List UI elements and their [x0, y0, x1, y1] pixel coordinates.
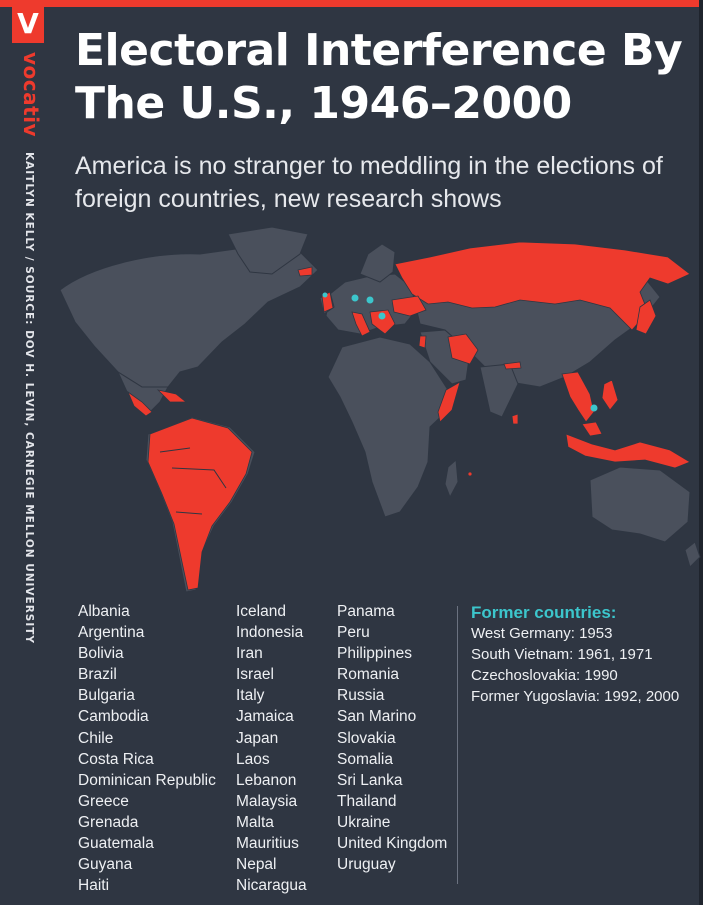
list-item: Indonesia	[236, 624, 304, 642]
list-item: Chile	[78, 729, 114, 747]
list-item: Greece	[78, 792, 129, 810]
list-item: Thailand	[337, 792, 397, 810]
list-item: Laos	[236, 750, 270, 768]
list-item: West Germany: 1953	[471, 625, 613, 643]
list-item: Argentina	[78, 624, 145, 642]
list-item: Brazil	[78, 666, 117, 684]
list-item: United Kingdom	[337, 835, 448, 853]
list-item: Lebanon	[236, 771, 297, 789]
list-item: Dominican Republic	[78, 771, 216, 789]
former-marker-left	[322, 292, 328, 298]
central-america-highlight	[127, 390, 153, 417]
australia-landmass	[589, 466, 691, 543]
indonesia-highlight	[565, 433, 691, 469]
balkans-highlight	[369, 309, 396, 335]
philippines-highlight	[601, 379, 619, 411]
country-list-column-1: Albania Argentina Bolivia Brazil Bulgaria Cam…	[78, 601, 216, 896]
list-item: Slovakia	[337, 729, 396, 747]
list-item: Iceland	[236, 603, 286, 620]
europe-landmass	[325, 273, 419, 335]
list-item: Jamaica	[236, 708, 294, 726]
list-item: South Vietnam: 1961, 1971	[471, 646, 653, 664]
levant-highlight	[418, 335, 427, 349]
former-south-vietnam-marker	[590, 404, 598, 412]
list-item: Haiti	[78, 877, 110, 895]
malaysia-highlight	[581, 421, 603, 437]
mauritius-highlight	[467, 471, 473, 477]
greenland-landmass	[227, 226, 309, 275]
iran-highlight	[447, 333, 479, 365]
list-item: Romania	[337, 666, 400, 684]
list-item: San Marino	[337, 708, 417, 726]
list-item: Peru	[337, 624, 370, 642]
list-item: Czechoslovakia: 1990	[471, 667, 618, 685]
list-item: Japan	[236, 729, 279, 747]
former-countries-panel: Former countries: West Germany: 1953 Sout…	[471, 602, 679, 707]
iceland-highlight	[297, 266, 313, 277]
list-item: Mauritius	[236, 835, 299, 853]
list-item: Bolivia	[78, 645, 124, 663]
list-item: Cambodia	[78, 708, 149, 726]
right-edge-strip	[699, 0, 703, 905]
list-item: Philippines	[337, 645, 412, 663]
list-item: Israel	[236, 666, 274, 684]
italy-highlight	[351, 311, 371, 337]
list-item: Guatemala	[78, 835, 154, 853]
list-item: Grenada	[78, 813, 139, 831]
former-west-germany-marker	[351, 294, 359, 302]
list-item: Costa Rica	[78, 750, 154, 768]
list-item: Nicaragua	[236, 877, 307, 895]
india-landmass	[479, 363, 519, 418]
list-item: Italy	[236, 687, 265, 705]
list-item: Ukraine	[337, 813, 391, 831]
somalia-highlight	[437, 381, 461, 423]
madagascar-landmass	[444, 458, 459, 499]
southeast-asia-highlight	[561, 371, 595, 423]
former-yugoslavia-marker	[378, 312, 386, 320]
list-item: Malaysia	[236, 792, 298, 810]
former-countries-heading: Former countries:	[471, 603, 617, 622]
list-item: Malta	[236, 813, 274, 831]
list-item: Sri Lanka	[337, 771, 403, 789]
list-item: Nepal	[236, 856, 277, 874]
list-item: Bulgaria	[78, 687, 135, 705]
list-item: Guyana	[78, 856, 133, 874]
column-divider	[457, 606, 458, 884]
sri-lanka-highlight	[511, 413, 519, 425]
scandinavia-landmass	[359, 243, 396, 283]
page-subtitle: America is no stranger to meddling in th…	[75, 152, 663, 213]
list-item: Russia	[337, 687, 385, 705]
list-item: Former Yugoslavia: 1992, 2000	[471, 688, 680, 706]
top-accent-bar	[0, 0, 703, 7]
caribbean-highlight	[156, 389, 188, 403]
vocativ-logo-icon: V	[12, 7, 44, 43]
page-title: Electoral Interference By The U.S., 1946…	[75, 25, 683, 129]
south-america-highlight	[147, 417, 253, 591]
former-countries-list: West Germany: 1953 South Vietnam: 1961, 1…	[471, 623, 679, 707]
list-item: Somalia	[337, 750, 393, 768]
list-item: Panama	[337, 603, 395, 620]
country-list-column-2: Iceland Indonesia Iran Israel Italy Jamaica Ja…	[236, 601, 307, 896]
africa-landmass	[327, 336, 451, 518]
country-list-column-3: Panama Peru Philippines Romania Russia San Ma…	[337, 601, 447, 875]
list-item: Uruguay	[337, 856, 396, 874]
japan-highlight	[635, 299, 657, 335]
new-zealand-landmass	[684, 541, 701, 568]
nepal-highlight	[503, 361, 522, 370]
world-map	[59, 226, 701, 593]
list-item: Albania	[78, 603, 130, 620]
brand-name: vocativ	[19, 52, 43, 138]
former-czechoslovakia-marker	[366, 296, 374, 304]
list-item: Iran	[236, 645, 263, 663]
ukraine-highlight	[391, 295, 427, 317]
